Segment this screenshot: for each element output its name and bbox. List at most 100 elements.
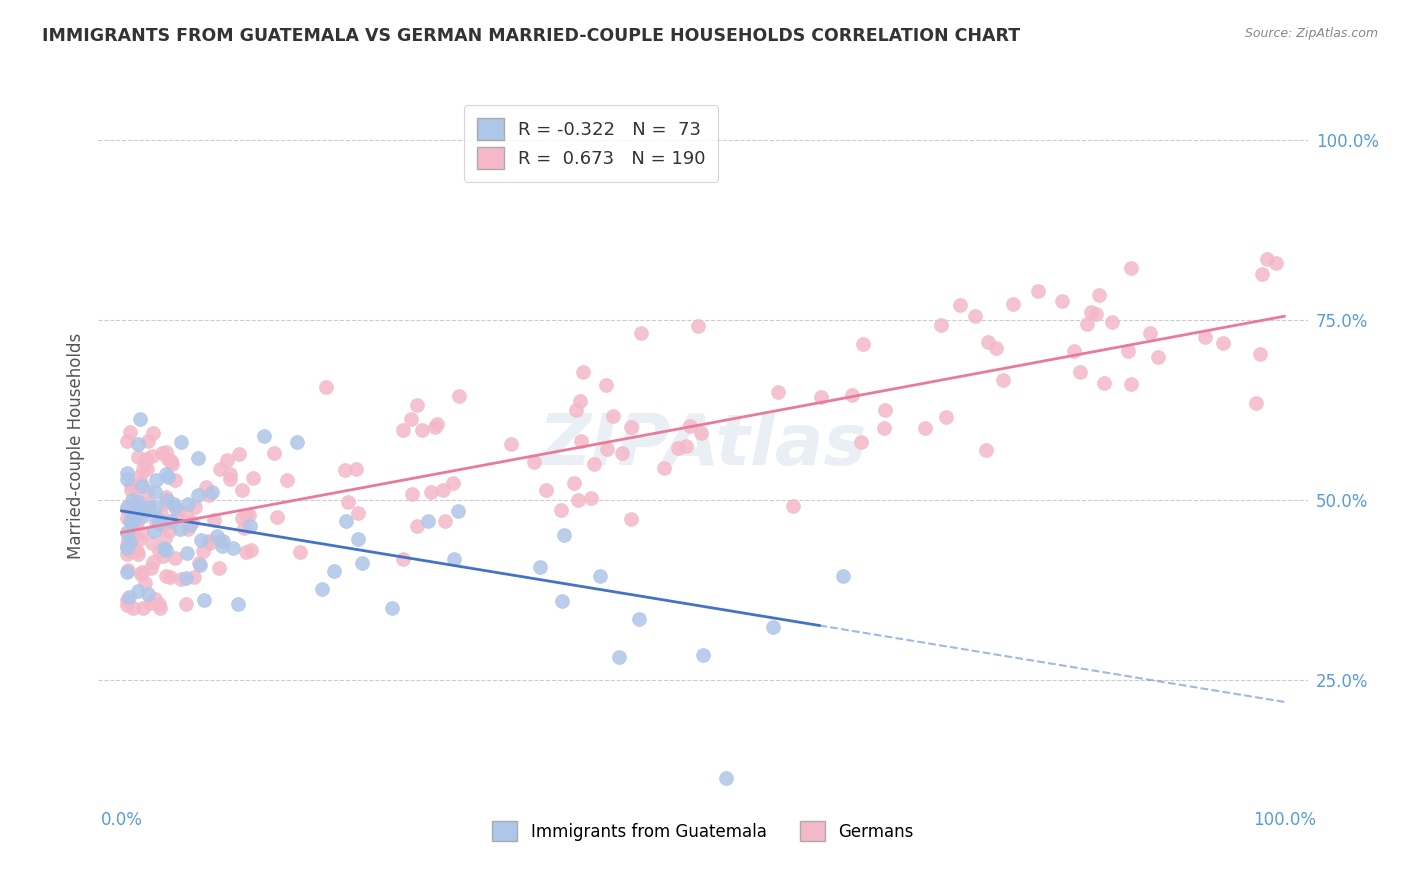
Point xyxy=(117,598,139,612)
Point xyxy=(231,483,253,498)
Point xyxy=(1264,256,1286,270)
Point xyxy=(253,429,276,443)
Point xyxy=(150,446,173,460)
Point xyxy=(534,483,557,497)
Point xyxy=(443,552,465,566)
Point xyxy=(529,560,551,574)
Point xyxy=(136,462,159,476)
Point xyxy=(191,544,214,558)
Point xyxy=(197,488,219,502)
Point xyxy=(134,455,156,469)
Point xyxy=(1052,294,1074,309)
Point xyxy=(131,462,153,476)
Point xyxy=(285,434,308,449)
Point xyxy=(153,531,176,545)
Point xyxy=(125,516,148,530)
Point xyxy=(155,490,177,504)
Point xyxy=(135,452,157,467)
Point xyxy=(127,450,149,464)
Point xyxy=(411,423,433,437)
Point xyxy=(121,524,143,539)
Point xyxy=(155,444,177,458)
Point xyxy=(125,543,148,558)
Point xyxy=(131,479,153,493)
Point xyxy=(162,457,184,471)
Text: ZIPAtlas: ZIPAtlas xyxy=(538,411,868,481)
Point xyxy=(276,473,298,487)
Point xyxy=(218,472,240,486)
Point xyxy=(602,409,624,424)
Point xyxy=(127,547,149,561)
Point xyxy=(381,600,404,615)
Point xyxy=(177,496,200,510)
Y-axis label: Married-couple Households: Married-couple Households xyxy=(66,333,84,559)
Point xyxy=(690,425,713,440)
Point xyxy=(174,506,197,520)
Point xyxy=(150,507,173,521)
Point xyxy=(352,556,374,570)
Point xyxy=(974,442,997,457)
Point xyxy=(315,380,337,394)
Point xyxy=(117,540,139,554)
Point xyxy=(607,649,630,664)
Point xyxy=(141,535,163,549)
Point xyxy=(446,504,468,518)
Point xyxy=(782,499,804,513)
Point xyxy=(322,564,344,578)
Point xyxy=(392,423,415,437)
Point xyxy=(1139,326,1161,340)
Point xyxy=(117,547,139,561)
Point xyxy=(188,556,211,570)
Point xyxy=(630,326,652,340)
Point xyxy=(335,514,357,528)
Point xyxy=(914,421,936,435)
Point xyxy=(418,514,440,528)
Point xyxy=(132,509,155,524)
Point xyxy=(432,483,454,497)
Point xyxy=(169,573,191,587)
Point xyxy=(595,377,617,392)
Point xyxy=(228,447,250,461)
Point xyxy=(197,534,219,549)
Point xyxy=(129,411,152,425)
Point xyxy=(208,561,231,575)
Point xyxy=(117,434,139,448)
Point xyxy=(433,514,456,528)
Point xyxy=(1212,336,1234,351)
Point xyxy=(142,555,165,569)
Point xyxy=(235,508,257,523)
Point xyxy=(242,471,264,485)
Point xyxy=(120,534,142,549)
Point xyxy=(117,565,139,579)
Point xyxy=(935,410,957,425)
Point xyxy=(187,450,209,465)
Text: IMMIGRANTS FROM GUATEMALA VS GERMAN MARRIED-COUPLE HOUSEHOLDS CORRELATION CHART: IMMIGRANTS FROM GUATEMALA VS GERMAN MARR… xyxy=(42,27,1021,45)
Point xyxy=(1147,350,1170,364)
Point xyxy=(167,508,190,523)
Point xyxy=(163,551,186,566)
Point xyxy=(217,452,239,467)
Point xyxy=(127,437,149,451)
Point xyxy=(688,318,710,333)
Point xyxy=(180,515,202,529)
Point xyxy=(153,496,176,510)
Point xyxy=(567,493,589,508)
Point xyxy=(169,522,191,536)
Point xyxy=(875,403,897,417)
Point xyxy=(117,524,139,539)
Point xyxy=(569,434,592,448)
Point xyxy=(122,510,145,524)
Point xyxy=(179,518,201,533)
Point xyxy=(170,434,193,449)
Point xyxy=(810,391,832,405)
Point xyxy=(142,426,165,441)
Point xyxy=(143,500,166,514)
Point xyxy=(238,508,260,522)
Point xyxy=(136,587,159,601)
Point xyxy=(239,543,262,558)
Point xyxy=(335,463,357,477)
Point xyxy=(391,552,413,566)
Point xyxy=(1069,365,1091,379)
Point xyxy=(501,436,523,450)
Point xyxy=(347,532,370,546)
